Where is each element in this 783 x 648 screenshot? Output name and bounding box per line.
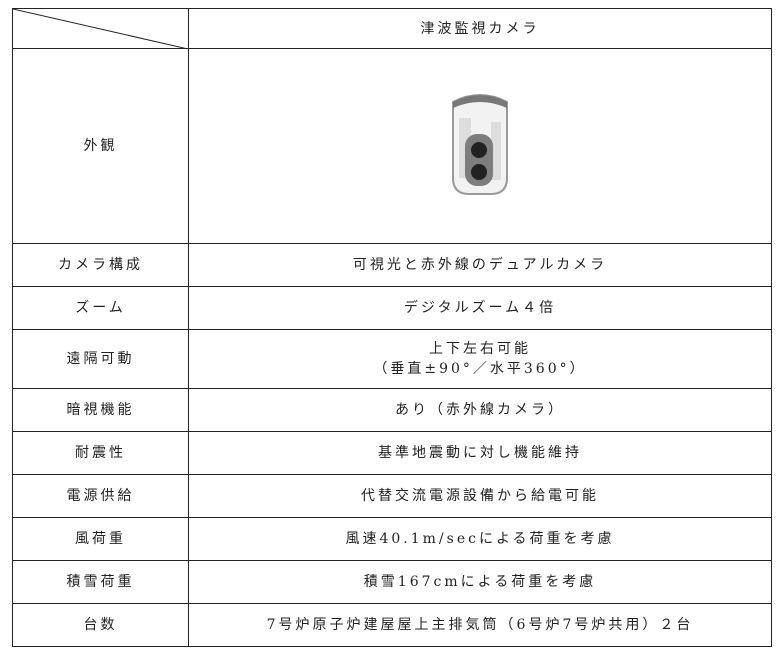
row-label: ズーム	[12, 286, 189, 330]
row-label: 暗視機能	[12, 388, 189, 432]
diagonal	[13, 9, 188, 49]
value-line: あり（赤外線カメラ）	[395, 402, 565, 418]
spec-table: 津波監視カメラ 外観 カメラ構成 可視光と赤外線のデュアルカメラズーム デジタルズー…	[12, 8, 772, 647]
spec-row: 台数 7号炉原子炉建屋屋上主排気筒（6号炉7号炉共用）２台	[12, 603, 772, 647]
header-row: 津波監視カメラ	[12, 8, 772, 49]
value-line: デジタルズーム４倍	[403, 300, 557, 316]
row-label: 遠隔可動	[12, 329, 189, 389]
row-value: デジタルズーム４倍	[188, 286, 772, 330]
value-line: 可視光と赤外線のデュアルカメラ	[352, 257, 608, 273]
spec-row: 暗視機能 あり（赤外線カメラ）	[12, 388, 772, 432]
row-value: あり（赤外線カメラ）	[188, 388, 772, 432]
spec-row: 電源供給 代替交流電源設備から給電可能	[12, 474, 772, 518]
row-label: 風荷重	[12, 517, 189, 561]
spec-row: 遠隔可動 上下左右可能 （垂直±90°／水平360°）	[12, 329, 772, 389]
spec-row: ズーム デジタルズーム４倍	[12, 286, 772, 330]
row-value: 可視光と赤外線のデュアルカメラ	[188, 243, 772, 287]
header-title: 津波監視カメラ	[188, 8, 772, 49]
value-line: 代替交流電源設備から給電可能	[361, 488, 599, 504]
row-value: 上下左右可能 （垂直±90°／水平360°）	[188, 329, 772, 389]
value-line: 風速40.1m/secによる荷重を考慮	[345, 531, 615, 547]
row-value: 代替交流電源設備から給電可能	[188, 474, 772, 518]
value-line: 上下左右可能	[429, 341, 531, 357]
row-label: 外観	[12, 48, 189, 244]
camera-image-cell	[188, 48, 772, 244]
spec-row: カメラ構成 可視光と赤外線のデュアルカメラ	[12, 243, 772, 287]
row-value: 積雪167cmによる荷重を考慮	[188, 560, 772, 604]
camera-image	[452, 94, 508, 195]
row-value: 基準地震動に対し機能維持	[188, 431, 772, 475]
row-label: 積雪荷重	[12, 560, 189, 604]
row-label: 電源供給	[12, 474, 189, 518]
spec-row: 風荷重 風速40.1m/secによる荷重を考慮	[12, 517, 772, 561]
spec-row: 積雪荷重 積雪167cmによる荷重を考慮	[12, 560, 772, 604]
value-line: （垂直±90°／水平360°）	[373, 361, 587, 377]
value-line: 積雪167cmによる荷重を考慮	[363, 574, 597, 590]
row-value: 風速40.1m/secによる荷重を考慮	[188, 517, 772, 561]
row-label: 台数	[12, 603, 189, 647]
value-line: 7号炉原子炉建屋屋上主排気筒（6号炉7号炉共用）２台	[266, 617, 694, 633]
value-line: 基準地震動に対し機能維持	[378, 445, 582, 461]
row-label: 耐震性	[12, 431, 189, 475]
row-label: カメラ構成	[12, 243, 189, 287]
diagonal-cell	[12, 8, 189, 49]
spec-row: 耐震性 基準地震動に対し機能維持	[12, 431, 772, 475]
row-value: 7号炉原子炉建屋屋上主排気筒（6号炉7号炉共用）２台	[188, 603, 772, 647]
appearance-row: 外観	[12, 48, 772, 244]
